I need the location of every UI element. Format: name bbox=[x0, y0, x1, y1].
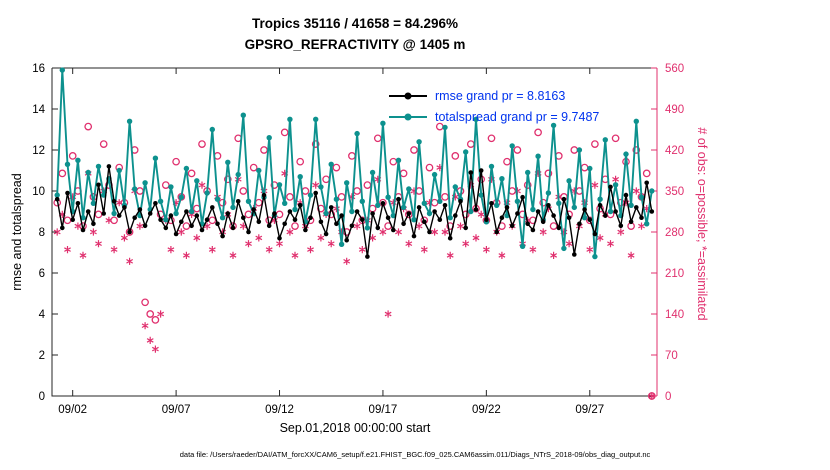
svg-text:09/17: 09/17 bbox=[369, 404, 398, 416]
totalspread-marker-icon bbox=[404, 113, 412, 120]
svg-text:490: 490 bbox=[665, 104, 684, 116]
possible-series bbox=[53, 122, 656, 400]
svg-text:09/07: 09/07 bbox=[162, 404, 191, 416]
svg-text:350: 350 bbox=[665, 186, 684, 198]
rmse-line-sample bbox=[389, 92, 427, 99]
svg-text:09/02: 09/02 bbox=[58, 404, 87, 416]
legend-entry-0: rmse grand pr = 8.8163 bbox=[389, 85, 599, 106]
right-axis-ticks: 0 70 140 210 280 350 420 490 560 bbox=[651, 63, 684, 403]
chart-subtitle: GPSRO_REFRACTIVITY @ 1405 m bbox=[244, 37, 466, 52]
totalspread-line-sample bbox=[389, 113, 427, 120]
svg-text:6: 6 bbox=[39, 268, 45, 280]
x-axis-label: Sep.01,2018 00:00:00 start bbox=[279, 421, 431, 435]
svg-text:09/27: 09/27 bbox=[575, 404, 604, 416]
svg-text:14: 14 bbox=[32, 104, 45, 116]
svg-text:280: 280 bbox=[665, 227, 684, 239]
svg-text:8: 8 bbox=[39, 227, 45, 239]
svg-text:09/12: 09/12 bbox=[265, 404, 294, 416]
left-axis-ticks: 0 2 4 6 8 10 12 14 16 bbox=[32, 63, 58, 403]
legend: rmse grand pr = 8.8163 totalspread grand… bbox=[389, 85, 599, 127]
svg-text:0: 0 bbox=[39, 391, 45, 403]
right-axis-label: # of obs: o=possible; *=assimilated bbox=[695, 127, 709, 321]
chart-title-block: Tropics 35116 / 41658 = 84.296% GPSRO_RE… bbox=[52, 13, 658, 55]
svg-text:140: 140 bbox=[665, 309, 684, 321]
svg-text:09/22: 09/22 bbox=[472, 404, 501, 416]
x-axis-ticks: 09/02 09/07 09/12 09/17 09/22 09/27 bbox=[58, 68, 604, 416]
svg-text:560: 560 bbox=[665, 63, 684, 75]
legend-label-totalspread: totalspread grand pr = 9.7487 bbox=[435, 109, 600, 124]
chart-title: Tropics 35116 / 41658 = 84.296% bbox=[251, 16, 459, 31]
svg-text:16: 16 bbox=[32, 63, 45, 75]
svg-text:2: 2 bbox=[39, 350, 45, 362]
svg-text:420: 420 bbox=[665, 145, 684, 157]
legend-label-rmse: rmse grand pr = 8.8163 bbox=[435, 88, 566, 103]
svg-text:10: 10 bbox=[32, 186, 45, 198]
svg-text:4: 4 bbox=[39, 309, 46, 321]
left-axis-label: rmse and totalspread bbox=[10, 173, 24, 291]
footer-text: data file: /Users/raeder/DAI/ATM_forcXX/… bbox=[179, 450, 651, 459]
svg-text:12: 12 bbox=[32, 145, 45, 157]
rmse-series bbox=[54, 164, 655, 259]
rmse-marker-icon bbox=[404, 92, 412, 99]
svg-text:0: 0 bbox=[665, 391, 671, 403]
svg-text:210: 210 bbox=[665, 268, 684, 280]
svg-text:70: 70 bbox=[665, 350, 678, 362]
legend-entry-1: totalspread grand pr = 9.7487 bbox=[389, 106, 599, 127]
